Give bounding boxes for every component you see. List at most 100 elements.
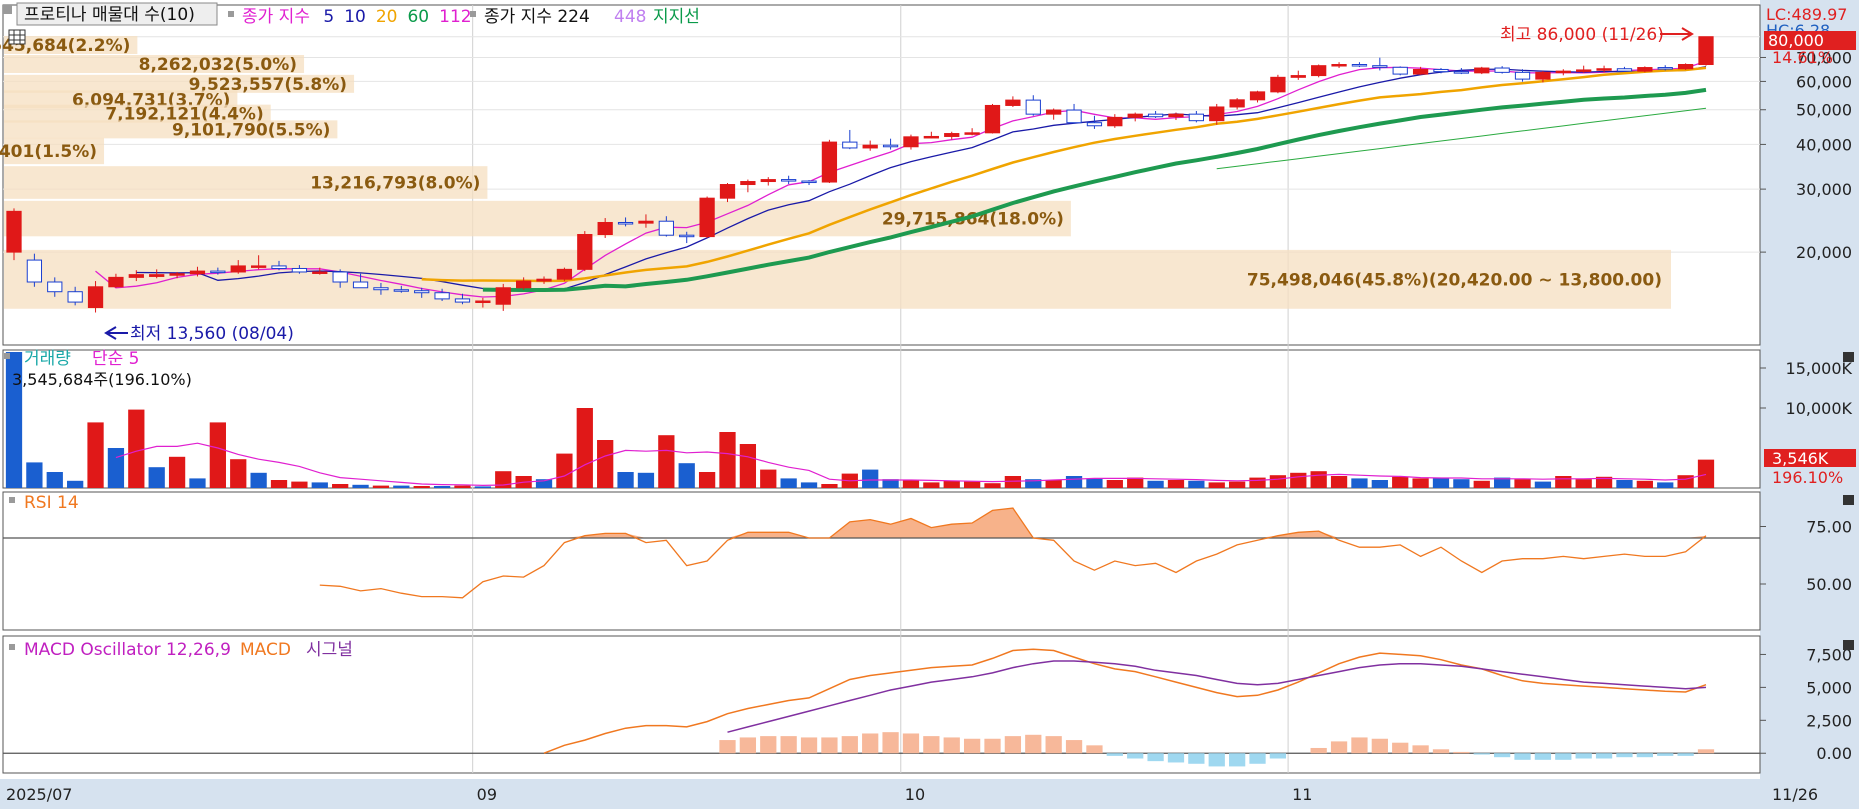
volume-profile-band-0 bbox=[4, 36, 138, 54]
volume-bar-1 bbox=[26, 462, 43, 488]
volume-last-label: 3,545,684주(196.10%) bbox=[12, 370, 192, 389]
panel-frames bbox=[2, 4, 1761, 774]
candle-body-76 bbox=[1555, 70, 1571, 74]
candle-body-72 bbox=[1474, 67, 1490, 74]
rsi-close-icon[interactable] bbox=[1843, 495, 1854, 505]
volume-profile-band-2 bbox=[4, 74, 355, 93]
volume-bar-45 bbox=[923, 482, 940, 488]
volume-bar-10 bbox=[209, 422, 226, 488]
volume-bar-13 bbox=[270, 480, 288, 488]
indicator-name-button[interactable] bbox=[16, 2, 218, 26]
candle-body-52 bbox=[1066, 109, 1082, 124]
rsi-toggle-icon[interactable] bbox=[9, 497, 15, 503]
candle-body-38 bbox=[781, 179, 797, 182]
volume-bar-68 bbox=[1392, 476, 1409, 488]
volume-profile-band-5 bbox=[4, 120, 338, 139]
candle-body-66 bbox=[1351, 64, 1368, 67]
candle-body-50 bbox=[1025, 99, 1041, 115]
price-tick-3: 50,000 bbox=[1796, 101, 1852, 120]
candle-body-59 bbox=[1209, 106, 1225, 122]
ma-toggle-icon[interactable] bbox=[228, 11, 234, 17]
volume-profile-label-6: 2,532,401(1.5%) bbox=[0, 142, 97, 162]
candle-body-4 bbox=[87, 286, 104, 309]
volume-bar-60 bbox=[1228, 481, 1246, 488]
volume-bar-31 bbox=[637, 472, 655, 488]
macd-osc-bar-58 bbox=[1188, 753, 1205, 764]
candle-body-12 bbox=[250, 265, 267, 268]
volume-toggle-icon[interactable] bbox=[4, 353, 10, 359]
candle-body-32 bbox=[658, 220, 674, 236]
macd-osc-bar-78 bbox=[1595, 753, 1613, 759]
volume-profile-label-9: 75,498,046(45.8%)(20,420.00 ~ 13,800.00) bbox=[1247, 270, 1662, 290]
macd-osc-bar-37 bbox=[760, 736, 777, 754]
ma-legend-label: 종가 지수 bbox=[242, 7, 310, 27]
macd-osc-bar-53 bbox=[1086, 745, 1103, 754]
candle-body-47 bbox=[964, 132, 980, 135]
rsi-line bbox=[319, 507, 1707, 599]
volume-profile-label-1: 8,262,032(5.0%) bbox=[139, 55, 297, 75]
rsi-legend: RSI 14 bbox=[9, 493, 79, 513]
current-price: 80,000 bbox=[1768, 31, 1824, 50]
current-volume-badge bbox=[1764, 449, 1856, 467]
candle-body-39 bbox=[801, 180, 817, 184]
candle-body-36 bbox=[740, 181, 756, 186]
change-pct: 14.61% bbox=[1772, 48, 1833, 67]
volume-ma5-line bbox=[115, 442, 1707, 487]
volume-bar-2 bbox=[46, 472, 63, 488]
volume-ma-legend: 단순 5 bbox=[92, 349, 140, 369]
candle-body-57 bbox=[1168, 113, 1184, 118]
macd-osc-bar-69 bbox=[1412, 745, 1429, 754]
macd-osc-bar-64 bbox=[1310, 747, 1327, 754]
macd-toggle-icon[interactable] bbox=[9, 644, 15, 650]
macd-close-icon[interactable] bbox=[1843, 640, 1854, 650]
volume-bar-4 bbox=[87, 422, 104, 488]
candle-body-82 bbox=[1677, 64, 1694, 70]
macd-osc-bar-71 bbox=[1453, 751, 1470, 754]
macd-osc-bar-48 bbox=[984, 738, 1001, 754]
panel-frame-vol bbox=[2, 349, 1761, 489]
macd-osc-bar-83 bbox=[1697, 749, 1715, 754]
volume-bar-49 bbox=[1004, 476, 1022, 488]
macd-osc-bar-35 bbox=[719, 740, 736, 754]
volume-profile-band-6 bbox=[4, 137, 105, 165]
ma2-toggle-icon[interactable] bbox=[470, 11, 476, 17]
table-icon[interactable] bbox=[8, 29, 26, 45]
candle-body-22 bbox=[454, 298, 471, 303]
volume-tick-2: 15,000K bbox=[1786, 359, 1853, 378]
candle-body-1 bbox=[26, 259, 43, 283]
x-axis-background bbox=[0, 779, 1859, 809]
volume-bar-71 bbox=[1453, 479, 1470, 488]
volume-bar-67 bbox=[1371, 480, 1388, 488]
candle-body-7 bbox=[149, 274, 165, 277]
volume-bar-35 bbox=[719, 432, 736, 488]
volume-bar-72 bbox=[1473, 480, 1490, 488]
volume-bar-6 bbox=[128, 409, 145, 488]
volume-bar-21 bbox=[433, 486, 451, 488]
candle-body-56 bbox=[1147, 113, 1164, 118]
macd-legend-label: MACD bbox=[240, 640, 291, 660]
candle-body-48 bbox=[984, 104, 1001, 134]
volume-profile-band-4 bbox=[4, 104, 271, 123]
volume-bar-66 bbox=[1351, 478, 1368, 488]
volume-close-icon[interactable] bbox=[1843, 352, 1854, 362]
volume-bar-7 bbox=[148, 467, 165, 488]
macd-osc-bar-46 bbox=[943, 737, 960, 754]
price-tick-2: 40,000 bbox=[1796, 135, 1852, 154]
candle-body-43 bbox=[882, 144, 899, 148]
ma-legend-item-5: 5 bbox=[323, 7, 334, 27]
panel-toggle-icon[interactable] bbox=[3, 5, 12, 14]
macd-osc-bar-55 bbox=[1127, 753, 1144, 759]
volume-bar-22 bbox=[454, 485, 471, 488]
volume-profile-band-9 bbox=[4, 249, 1671, 309]
rsi-legend-label: RSI 14 bbox=[24, 493, 79, 513]
x-axis-labels: 2025/07 09 10 11 11/26 bbox=[6, 785, 1818, 804]
candle-body-49 bbox=[1005, 99, 1021, 106]
volume-bar-54 bbox=[1106, 480, 1123, 488]
volume-bar-42 bbox=[862, 469, 879, 488]
rsi-tick-1: 75.00 bbox=[1806, 518, 1852, 537]
lc-readout: LC:489.97 bbox=[1766, 5, 1847, 24]
volume-bar-83 bbox=[1697, 459, 1715, 488]
volume-profile: 3,545,684(2.2%) 8,262,032(5.0%)9,523,557(… bbox=[0, 36, 1671, 309]
candle-body-65 bbox=[1331, 64, 1347, 67]
